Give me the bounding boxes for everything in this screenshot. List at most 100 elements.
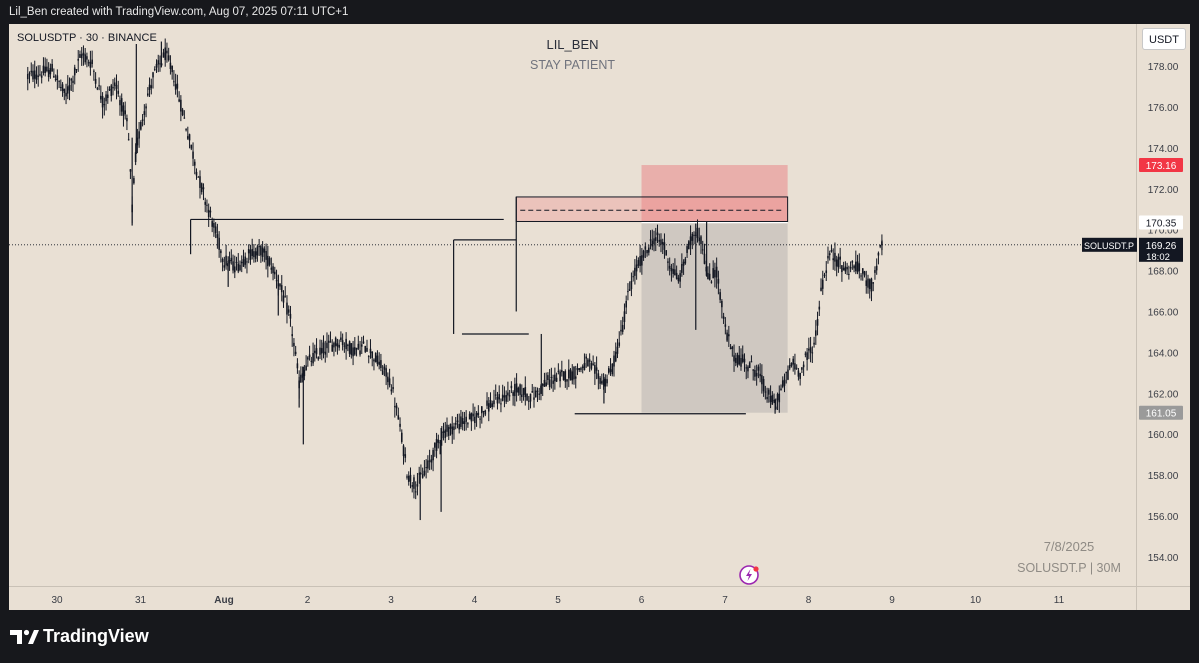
candle-body (126, 118, 128, 122)
chart-canvas[interactable]: 154.00 156.00 158.00 160.00 162.00 164.00 166.… (9, 24, 1190, 610)
candle-body (609, 369, 612, 372)
candle-body (496, 396, 499, 404)
candle-body (367, 356, 370, 358)
candle-body (726, 332, 728, 341)
candle-body (369, 348, 372, 354)
candle-body (122, 105, 125, 116)
candle-body (764, 391, 767, 393)
candle-body (362, 341, 365, 344)
price-label-target (1139, 405, 1183, 420)
candle-body (354, 347, 356, 355)
countdown-text: 18:02 (1146, 252, 1170, 263)
candle-body (425, 467, 427, 469)
candle-body (60, 86, 62, 88)
candle-body (527, 400, 530, 402)
candle-body (801, 367, 803, 370)
candle-body (42, 65, 45, 73)
supply-zone-box[interactable] (515, 196, 789, 222)
candle-body (200, 183, 203, 193)
candle-body (444, 429, 447, 438)
candle-body (621, 324, 624, 332)
candle-body (872, 282, 875, 284)
candle-body (461, 418, 464, 424)
candle-body (668, 265, 671, 269)
candle-body (260, 245, 262, 256)
candle-body (188, 134, 191, 141)
y-tick-label: 170.00 (1148, 226, 1179, 237)
candle-body (87, 62, 90, 64)
candle-body (536, 390, 539, 392)
candle-body (844, 266, 847, 272)
candle-body (315, 348, 318, 355)
candle-body (366, 347, 368, 352)
chart-frame[interactable]: 154.00 156.00 158.00 160.00 162.00 164.00 166.… (9, 24, 1190, 610)
candle-body (693, 234, 695, 236)
candle-body (392, 387, 394, 390)
candle-body (614, 351, 617, 362)
candle-body (729, 347, 732, 350)
candle-body (112, 86, 114, 89)
candle-body (616, 346, 619, 354)
candle-body (526, 393, 528, 401)
candle-body (503, 395, 506, 398)
candle-body (134, 152, 137, 163)
candle-body (743, 358, 746, 363)
candle-body (279, 283, 281, 287)
candle-body (541, 384, 544, 386)
candle-body (696, 227, 699, 238)
candle-body (477, 412, 480, 416)
symbol-info[interactable]: SOLUSDTP · 30 · BINANCE (15, 32, 159, 44)
candle-body (835, 259, 838, 267)
candle-body (714, 269, 716, 278)
candle-body (312, 352, 314, 364)
candle-body (552, 380, 554, 384)
candle-body (82, 52, 85, 56)
candle-body (402, 445, 405, 457)
candle-body (61, 84, 64, 92)
candle-body (326, 342, 328, 349)
candle-body (648, 247, 650, 253)
candle-body (166, 50, 168, 54)
x-tick-label: 6 (639, 595, 645, 606)
candle-body (56, 75, 59, 81)
candle-body (799, 372, 801, 379)
candle-body (458, 423, 460, 430)
candle-body (32, 70, 34, 80)
candle-body (486, 400, 488, 406)
candle-body (37, 75, 40, 77)
candle-body (80, 54, 83, 59)
y-tick-label: 166.00 (1148, 307, 1179, 318)
candle-body (228, 259, 231, 264)
take-profit-zone[interactable] (641, 222, 788, 413)
candle-body (548, 379, 551, 388)
candle-body (569, 369, 572, 381)
candle-body (209, 210, 212, 213)
candle-body (557, 370, 560, 372)
candle-body (143, 111, 146, 115)
candle-body (47, 69, 50, 78)
candle-body (783, 379, 786, 386)
candle-body (484, 410, 487, 415)
candle-body (468, 413, 471, 420)
candle-body (740, 358, 742, 367)
candle-body (106, 94, 109, 98)
y-tick-label: 154.00 (1148, 553, 1179, 564)
candle-body (874, 270, 876, 273)
candle-body (675, 272, 678, 279)
stop-loss-zone[interactable] (641, 165, 788, 223)
candle-body (49, 67, 52, 75)
candle-body (870, 278, 873, 292)
candle-body (150, 85, 153, 89)
candle-body (531, 391, 534, 393)
x-tick-label: 5 (555, 595, 561, 606)
candle-body (86, 56, 88, 60)
candle-body (190, 144, 193, 149)
candle-body (555, 377, 558, 382)
candle-body (524, 387, 527, 398)
candle-body (456, 420, 459, 423)
candle-body (164, 47, 167, 61)
currency-button[interactable]: USDT (1142, 28, 1186, 50)
candle-body (641, 255, 643, 266)
candle-body (423, 470, 426, 475)
candle-body (514, 383, 516, 397)
